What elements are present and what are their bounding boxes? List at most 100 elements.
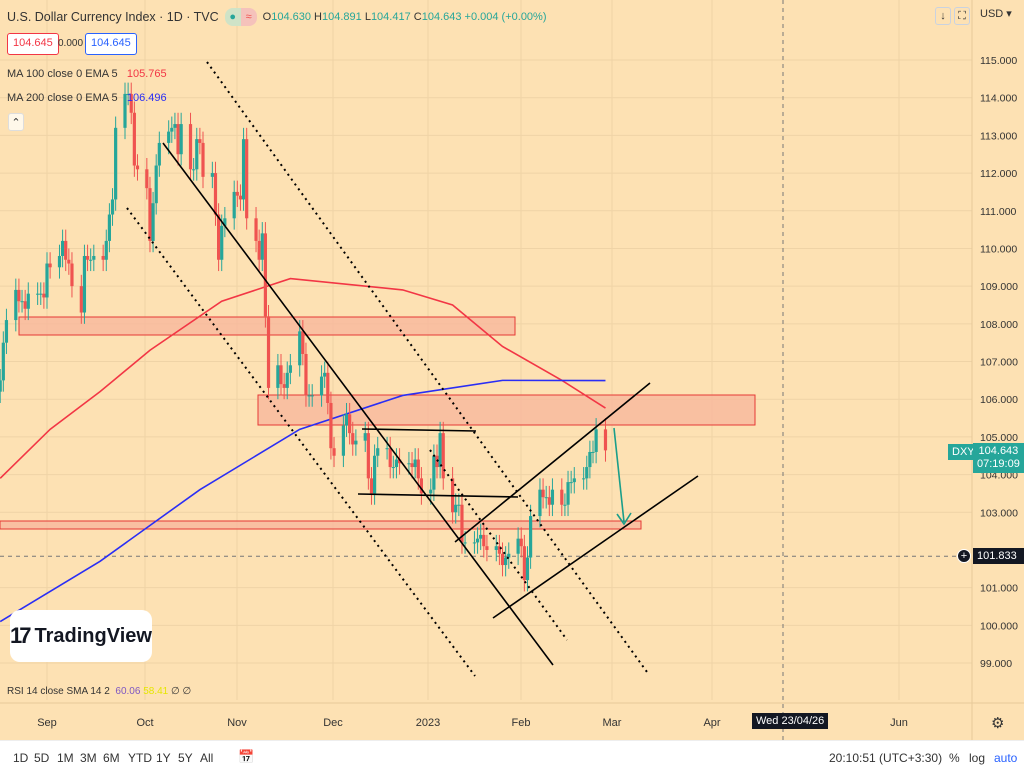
range-5y[interactable]: 5Y bbox=[178, 751, 193, 765]
candle bbox=[104, 229, 108, 272]
candle-body bbox=[363, 433, 367, 441]
time-tick-label: Apr bbox=[703, 717, 720, 729]
candle bbox=[569, 470, 573, 494]
candle bbox=[220, 214, 224, 272]
price-tick-label: 99.000 bbox=[980, 658, 1012, 670]
price-tick-label: 109.000 bbox=[980, 281, 1018, 293]
candle-body bbox=[472, 542, 477, 544]
candle-body bbox=[201, 142, 205, 177]
scroll-down-button[interactable]: ↓ bbox=[935, 7, 951, 25]
candle bbox=[566, 470, 570, 517]
candle bbox=[603, 418, 608, 462]
candle bbox=[529, 504, 533, 569]
ma200-legend[interactable]: MA 200 close 0 EMA 5 106.496 bbox=[7, 92, 167, 104]
ma100-line bbox=[0, 277, 606, 479]
last-price-tag: 104.643 07:19:09 bbox=[973, 443, 1024, 473]
tv-logo-icon: 17 bbox=[10, 623, 32, 648]
candle bbox=[507, 542, 511, 569]
candle-body bbox=[366, 433, 370, 479]
candle bbox=[582, 467, 586, 490]
candle bbox=[369, 467, 374, 505]
sell-button[interactable]: 104.645 bbox=[7, 33, 59, 55]
settings-gear-icon[interactable]: ⚙ bbox=[991, 715, 1005, 732]
goto-date-calendar-icon[interactable]: 📅 bbox=[238, 749, 255, 764]
candle bbox=[304, 342, 308, 407]
candle bbox=[482, 523, 486, 558]
candle-body bbox=[57, 255, 62, 268]
candle bbox=[17, 278, 21, 313]
percent-scale-toggle[interactable]: % bbox=[949, 751, 960, 765]
candle-body bbox=[126, 93, 130, 95]
candle bbox=[388, 436, 392, 479]
candle bbox=[441, 421, 445, 490]
time-tick-label: Oct bbox=[136, 717, 153, 729]
candle-body bbox=[223, 218, 227, 226]
candle bbox=[497, 534, 501, 566]
candle bbox=[257, 229, 261, 272]
candle-body bbox=[569, 482, 573, 484]
candle bbox=[157, 131, 161, 177]
candle bbox=[126, 82, 130, 106]
range-ytd[interactable]: YTD bbox=[128, 751, 152, 765]
candle bbox=[0, 369, 2, 403]
candle bbox=[170, 116, 174, 143]
candle-body bbox=[463, 542, 467, 544]
range-6m[interactable]: 6M bbox=[103, 751, 120, 765]
candle bbox=[348, 402, 352, 445]
candle-body bbox=[319, 376, 324, 396]
candle-body bbox=[304, 353, 308, 396]
candle-body bbox=[516, 538, 520, 554]
auto-scale-toggle[interactable]: auto bbox=[994, 751, 1018, 765]
tradingview-logo[interactable]: 17 TradingView bbox=[10, 610, 152, 662]
log-scale-toggle[interactable]: log bbox=[969, 751, 986, 765]
ma100-legend[interactable]: MA 100 close 0 EMA 5 105.765 bbox=[7, 68, 167, 80]
range-all[interactable]: All bbox=[200, 751, 214, 765]
price-chart[interactable]: 115.000 114.000 113.000 112.000 111.000 110.0… bbox=[0, 0, 1024, 740]
candle bbox=[223, 206, 227, 238]
delayed-data-icon: ≈ bbox=[240, 8, 257, 26]
market-status[interactable]: ● ≈ bbox=[224, 8, 257, 26]
candle-body bbox=[179, 124, 183, 155]
time-tick-label: Feb bbox=[512, 717, 531, 729]
candle bbox=[48, 252, 52, 279]
candle bbox=[213, 161, 218, 226]
candle-body bbox=[438, 433, 442, 468]
candle-body bbox=[519, 538, 523, 547]
candle-body bbox=[232, 191, 236, 219]
candle-body bbox=[279, 365, 283, 385]
chart-area[interactable]: 115.000 114.000 113.000 112.000 111.000 110.0… bbox=[0, 0, 1024, 740]
candle bbox=[42, 282, 46, 309]
candle bbox=[341, 414, 345, 468]
candle-body bbox=[26, 293, 30, 309]
collapse-legend-button[interactable]: ⌃ bbox=[8, 113, 24, 131]
candle bbox=[176, 112, 180, 166]
clock-timezone[interactable]: 20:10:51 (UTC+3:30) bbox=[829, 751, 943, 765]
candle-body bbox=[110, 199, 115, 215]
add-alert-plus-icon[interactable]: + bbox=[957, 549, 971, 563]
fullscreen-button[interactable]: ⛶ bbox=[954, 7, 970, 25]
candle-body bbox=[167, 131, 171, 143]
currency-select[interactable]: USD ▾ bbox=[980, 8, 1012, 20]
range-3m[interactable]: 3M bbox=[80, 751, 97, 765]
candle-body bbox=[238, 195, 243, 200]
candle-body bbox=[373, 455, 377, 494]
candle bbox=[245, 127, 249, 230]
symbol-title[interactable]: U.S. Dollar Currency Index · 1D · TVC bbox=[7, 10, 219, 24]
buy-button[interactable]: 104.645 bbox=[85, 33, 137, 55]
candle-body bbox=[148, 188, 152, 241]
candle-body bbox=[482, 534, 486, 547]
candle-body bbox=[213, 173, 218, 215]
candle-body bbox=[429, 489, 433, 494]
candle bbox=[326, 361, 330, 415]
range-5d[interactable]: 5D bbox=[34, 751, 50, 765]
candle-body bbox=[454, 504, 458, 513]
candle bbox=[114, 116, 118, 211]
rsi-legend[interactable]: RSI 14 close SMA 14 2 60.06 58.41 ∅ ∅ bbox=[7, 686, 192, 697]
candle-body bbox=[79, 286, 83, 313]
price-tick-label: 110.000 bbox=[980, 243, 1017, 255]
range-1y[interactable]: 1Y bbox=[156, 751, 171, 765]
candle-body bbox=[101, 255, 105, 260]
range-1m[interactable]: 1M bbox=[57, 751, 74, 765]
candle bbox=[366, 421, 370, 490]
range-1d[interactable]: 1D bbox=[13, 751, 29, 765]
